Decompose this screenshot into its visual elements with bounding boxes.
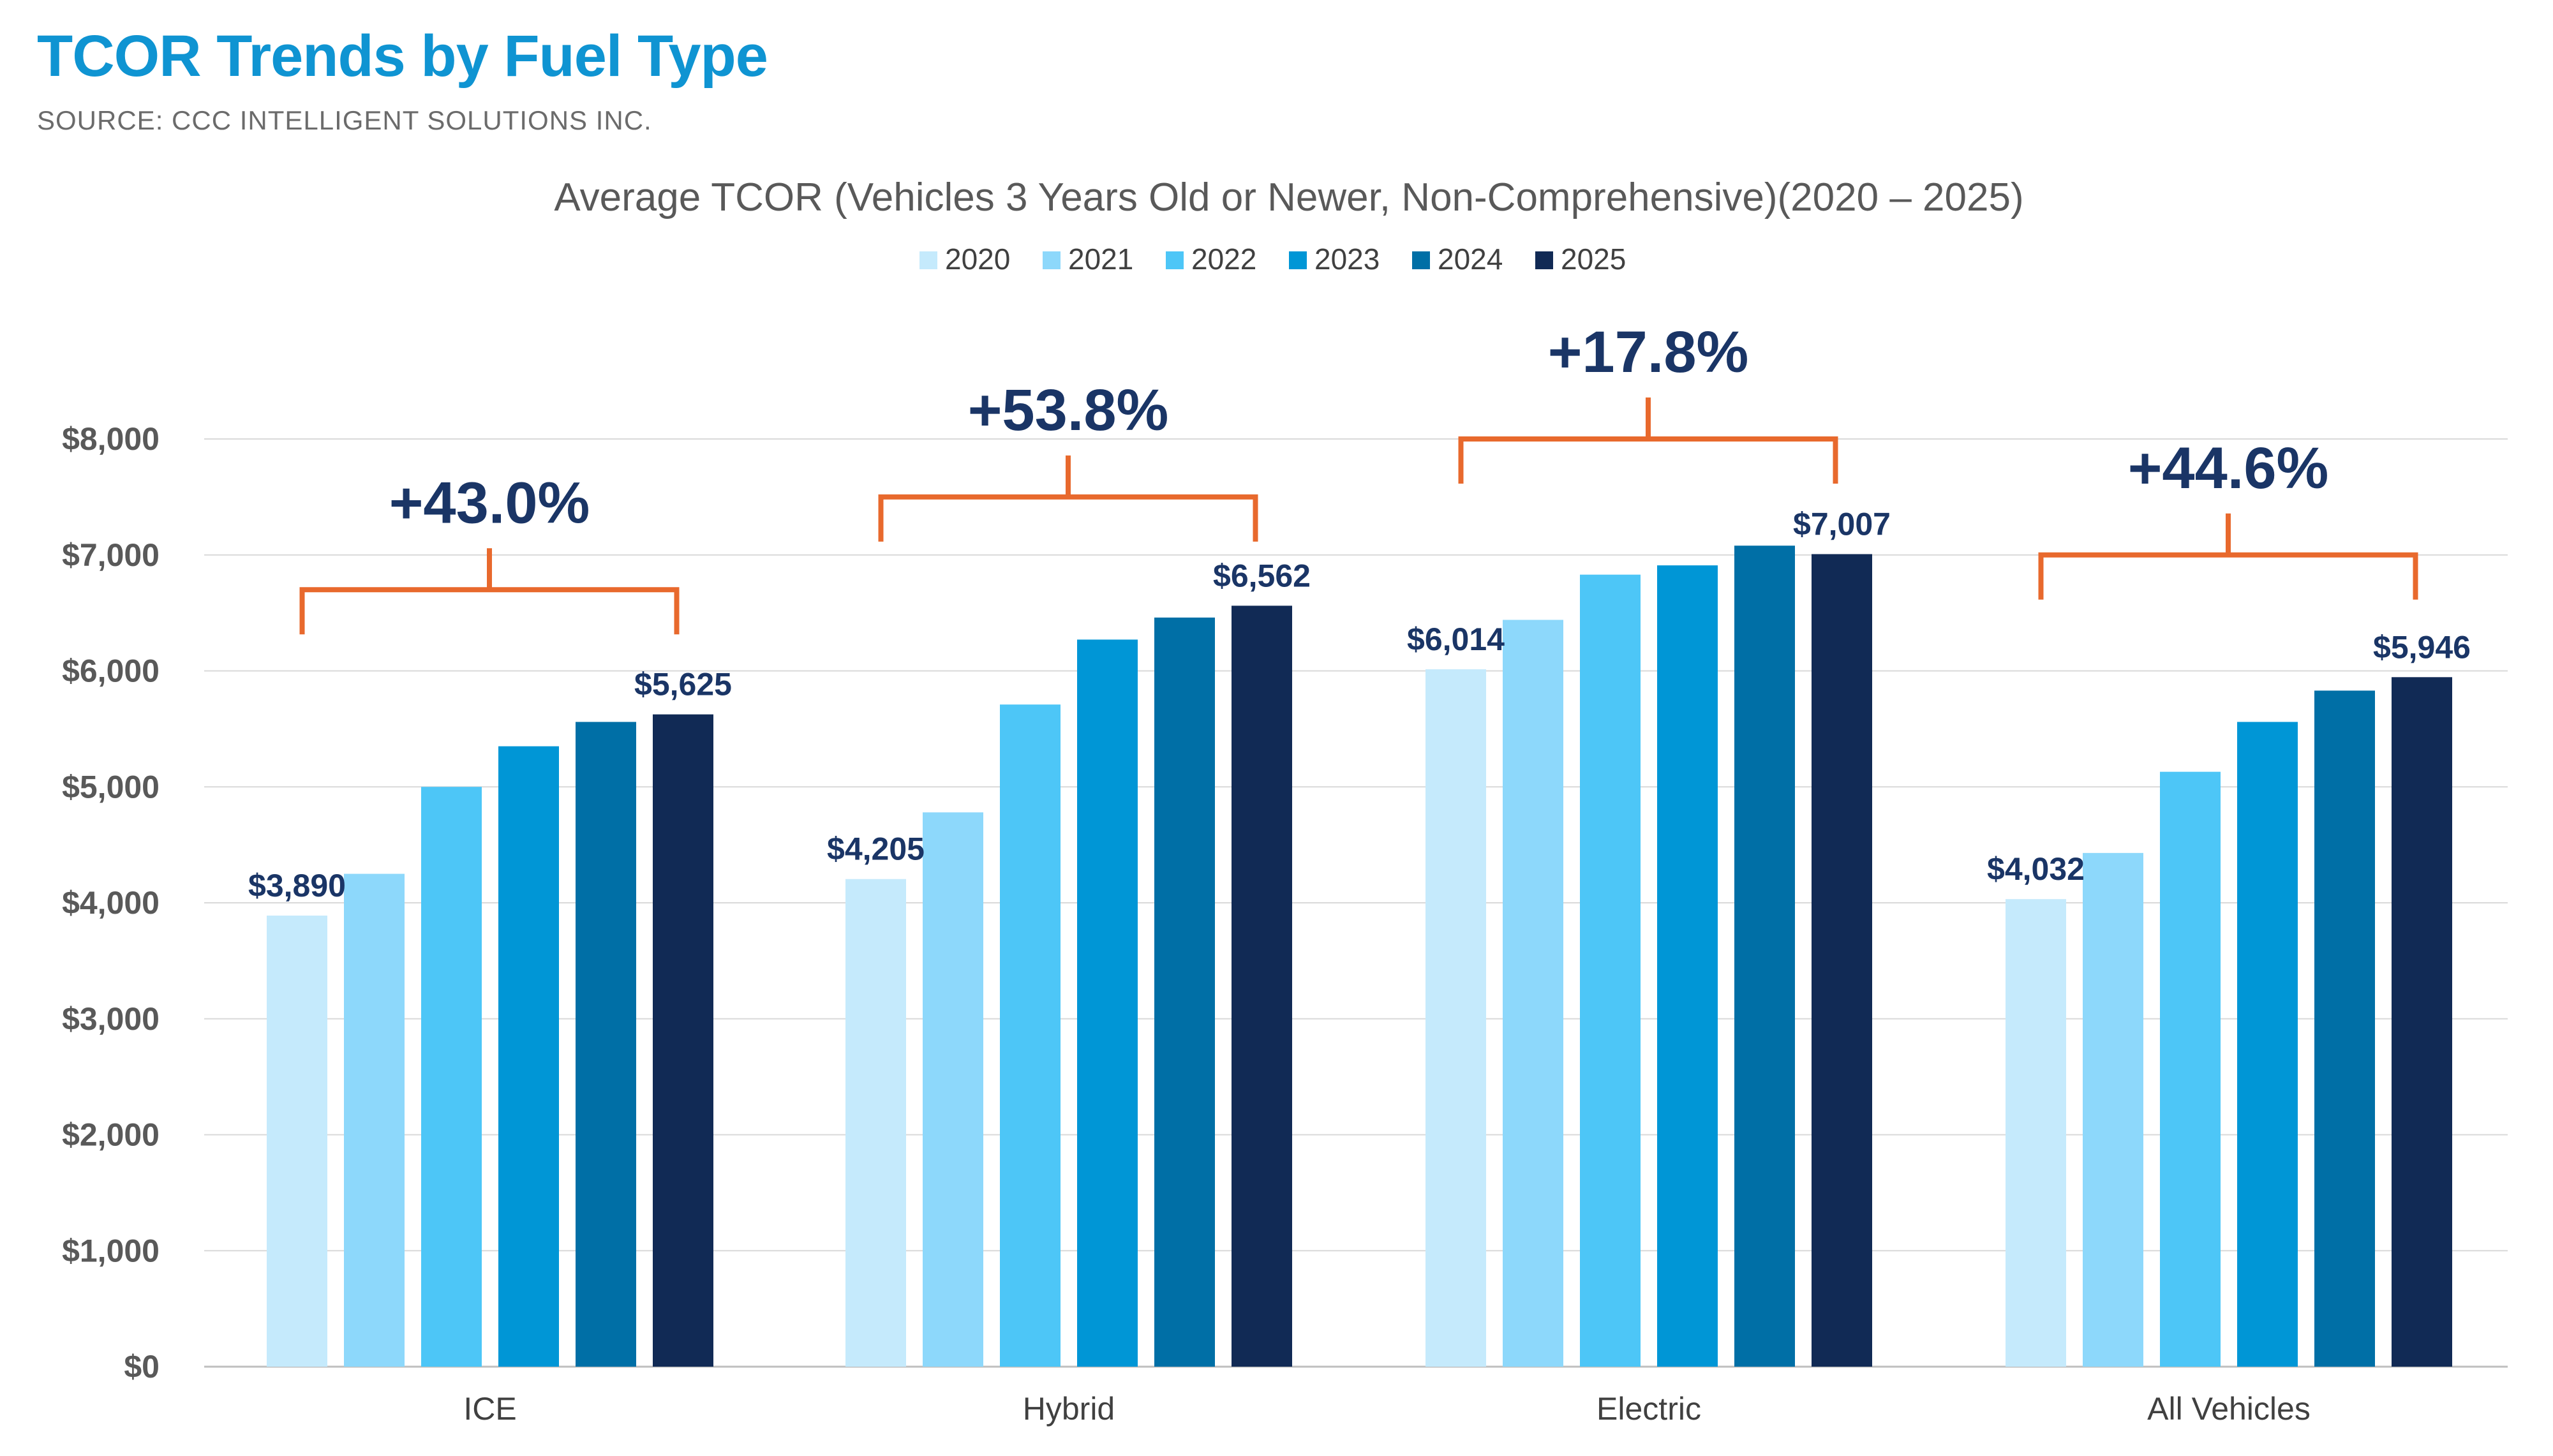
growth-annotations: +43.0% +53.8% +17.8% +44.6% (299, 320, 2418, 635)
y-tick-label: $1,000 (62, 1233, 160, 1268)
bar-ice-2023 (498, 746, 559, 1367)
legend-label: 2024 (1438, 242, 1503, 276)
bar-all-vehicles-2020 (2006, 899, 2066, 1367)
growth-bracket (2038, 513, 2418, 600)
bar-electric-2022 (1580, 574, 1641, 1367)
legend-label: 2021 (1068, 242, 1133, 276)
bar-electric-2020 (1425, 669, 1486, 1367)
growth-percent-label: +44.6% (2128, 436, 2329, 501)
growth-percent-label: +43.0% (389, 470, 590, 535)
data-label: $4,032 (1987, 851, 2085, 887)
bar-hybrid-2022 (1000, 704, 1061, 1367)
legend-swatch-2021 (1043, 251, 1061, 269)
y-tick-label: $3,000 (62, 1001, 160, 1037)
page-title: TCOR Trends by Fuel Type (37, 24, 768, 89)
growth-percent-label: +53.8% (968, 378, 1169, 443)
legend-swatch-2025 (1535, 251, 1553, 269)
bar-hybrid-2020 (845, 879, 906, 1367)
bar-all-vehicles-2023 (2237, 722, 2298, 1367)
legend-swatch-2024 (1412, 251, 1430, 269)
x-axis: ICE Hybrid Electric All Vehicles (463, 1391, 2311, 1427)
y-tick-label: $6,000 (62, 653, 160, 689)
data-label: $4,205 (827, 831, 925, 867)
bar-all-vehicles-2024 (2314, 690, 2375, 1367)
x-tick-label: ICE (463, 1391, 516, 1427)
data-label: $5,625 (634, 667, 732, 702)
data-labels: $3,890 $5,625 $4,205 $6,562 $6,014 $7,007 $4,0… (248, 506, 2471, 903)
x-tick-label: Hybrid (1023, 1391, 1115, 1427)
data-label: $3,890 (248, 868, 346, 903)
legend-label: 2020 (945, 242, 1010, 276)
growth-bracket (878, 455, 1258, 542)
bar-ice-2020 (267, 915, 327, 1367)
y-tick-label: $8,000 (62, 421, 160, 457)
bar-ice-2025 (653, 714, 713, 1367)
data-label: $6,562 (1213, 558, 1311, 593)
bar-hybrid-2025 (1232, 605, 1292, 1367)
bar-all-vehicles-2021 (2083, 852, 2143, 1367)
bar-hybrid-2024 (1154, 617, 1215, 1367)
legend-swatch-2022 (1166, 251, 1184, 269)
y-axis: $0 $1,000 $2,000 $3,000 $4,000 $5,000 $6,000 $7… (62, 421, 160, 1385)
bar-hybrid-2021 (923, 812, 983, 1367)
legend: 2020 2021 2022 2023 2024 2025 (919, 242, 1626, 276)
bar-ice-2022 (421, 787, 482, 1367)
data-label: $5,946 (2373, 629, 2471, 665)
data-label: $7,007 (1793, 506, 1891, 542)
legend-label: 2025 (1561, 242, 1626, 276)
x-tick-label: All Vehicles (2147, 1391, 2311, 1427)
y-tick-label: $4,000 (62, 885, 160, 921)
bar-electric-2023 (1657, 565, 1718, 1367)
bar-hybrid-2023 (1077, 639, 1138, 1367)
bar-ice-2024 (576, 722, 636, 1367)
legend-swatch-2023 (1289, 251, 1307, 269)
y-tick-label: $0 (124, 1349, 160, 1385)
source-note: SOURCE: CCC INTELLIGENT SOLUTIONS INC. (37, 105, 652, 135)
legend-label: 2022 (1191, 242, 1256, 276)
legend-swatch-2020 (919, 251, 937, 269)
x-tick-label: Electric (1597, 1391, 1701, 1427)
bar-all-vehicles-2025 (2392, 677, 2452, 1367)
bar-ice-2021 (344, 873, 405, 1367)
growth-bracket (299, 548, 680, 635)
growth-bracket (1458, 397, 1838, 484)
legend-label: 2023 (1314, 242, 1380, 276)
bars (267, 546, 2452, 1367)
growth-percent-label: +17.8% (1548, 320, 1749, 385)
bar-electric-2024 (1734, 546, 1795, 1367)
data-label: $6,014 (1407, 621, 1505, 657)
y-tick-label: $5,000 (62, 769, 160, 805)
chart-title: Average TCOR (Vehicles 3 Years Old or Ne… (554, 175, 2023, 219)
bar-all-vehicles-2022 (2160, 771, 2221, 1367)
bar-electric-2025 (1812, 554, 1872, 1367)
y-tick-label: $2,000 (62, 1117, 160, 1153)
bar-electric-2021 (1503, 620, 1563, 1367)
y-tick-label: $7,000 (62, 537, 160, 573)
